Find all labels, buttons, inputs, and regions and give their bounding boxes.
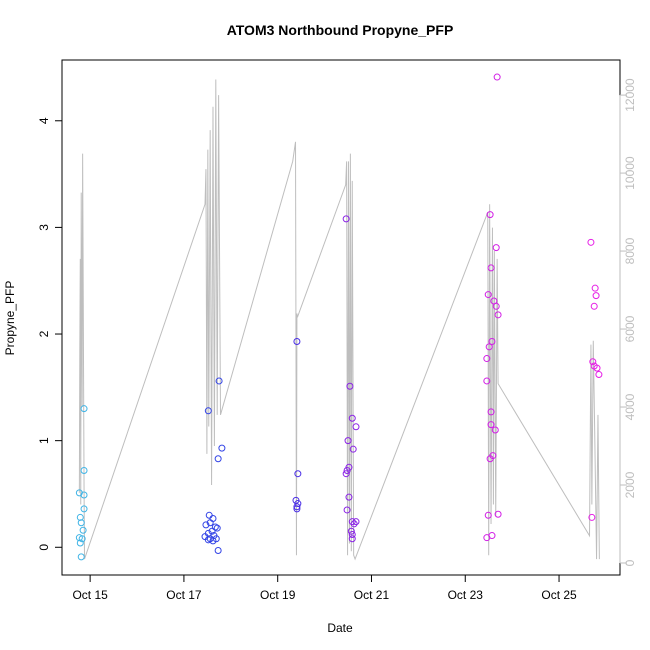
point <box>487 408 495 416</box>
point <box>76 513 84 521</box>
point <box>343 506 351 514</box>
y-tick-label: 3 <box>37 224 51 231</box>
point <box>293 505 301 513</box>
point <box>342 470 350 478</box>
point <box>483 377 491 385</box>
point <box>214 455 222 463</box>
point <box>492 244 500 252</box>
point <box>79 526 87 534</box>
point <box>214 546 222 554</box>
point <box>587 238 595 246</box>
point <box>350 520 358 528</box>
point <box>294 500 302 508</box>
point <box>591 284 599 292</box>
point <box>345 493 353 501</box>
point <box>590 302 598 310</box>
point <box>215 377 223 385</box>
x-tick-label: Oct 15 <box>72 588 108 602</box>
point <box>208 527 216 535</box>
point <box>77 553 85 561</box>
point <box>492 302 500 310</box>
x-tick-label: Oct 19 <box>260 588 296 602</box>
point <box>204 407 212 415</box>
point <box>76 539 84 547</box>
point <box>342 215 350 223</box>
point <box>204 536 212 544</box>
y-tick-label: 0 <box>37 544 51 551</box>
point <box>487 421 495 429</box>
point <box>485 343 493 351</box>
point <box>202 521 210 529</box>
point <box>484 291 492 299</box>
point <box>348 518 356 526</box>
x-tick-label: Oct 23 <box>448 588 484 602</box>
point <box>343 467 351 475</box>
point <box>80 491 88 499</box>
y2-tick-label: 8000 <box>623 237 637 264</box>
point <box>595 371 603 379</box>
point <box>293 503 301 511</box>
point <box>77 519 85 527</box>
y2-tick-label: 6000 <box>623 315 637 342</box>
point <box>80 505 88 513</box>
point <box>78 535 86 543</box>
y2-tick-label: 12000 <box>623 78 637 112</box>
point <box>488 337 496 345</box>
point <box>352 423 360 431</box>
y2-tick-label: 2000 <box>623 471 637 498</box>
point <box>348 535 356 543</box>
point <box>347 527 355 535</box>
point <box>209 537 217 545</box>
x-axis-label: Date <box>327 621 353 635</box>
point <box>348 530 356 538</box>
point <box>483 355 491 363</box>
y2-tick-label: 0 <box>623 559 637 566</box>
point <box>80 467 88 475</box>
point <box>487 264 495 272</box>
point <box>486 211 494 219</box>
y-tick-label: 4 <box>37 117 51 124</box>
x-tick-label: Oct 21 <box>354 588 390 602</box>
point <box>206 519 214 527</box>
point <box>484 511 492 519</box>
point <box>494 510 502 518</box>
point <box>80 405 88 413</box>
point <box>592 292 600 300</box>
point <box>494 311 502 319</box>
x-tick-label: Oct 25 <box>541 588 577 602</box>
point <box>348 414 356 422</box>
point <box>483 534 491 542</box>
point <box>293 337 301 345</box>
y2-tick-label: 10000 <box>623 156 637 190</box>
point <box>589 358 597 366</box>
point <box>493 73 501 81</box>
chart-title: ATOM3 Northbound Propyne_PFP <box>227 22 454 38</box>
y-axis-label: Propyne_PFP <box>3 281 17 356</box>
point <box>349 445 357 453</box>
point <box>588 513 596 521</box>
y-tick-label: 2 <box>37 330 51 337</box>
point <box>491 426 499 434</box>
y2-tick-label: 4000 <box>623 393 637 420</box>
point <box>213 524 221 532</box>
point <box>489 452 497 460</box>
point <box>294 470 302 478</box>
point <box>593 364 601 372</box>
point <box>352 518 360 526</box>
x-tick-label: Oct 17 <box>166 588 202 602</box>
point <box>346 382 354 390</box>
point <box>218 444 226 452</box>
point <box>344 437 352 445</box>
y-tick-label: 1 <box>37 437 51 444</box>
